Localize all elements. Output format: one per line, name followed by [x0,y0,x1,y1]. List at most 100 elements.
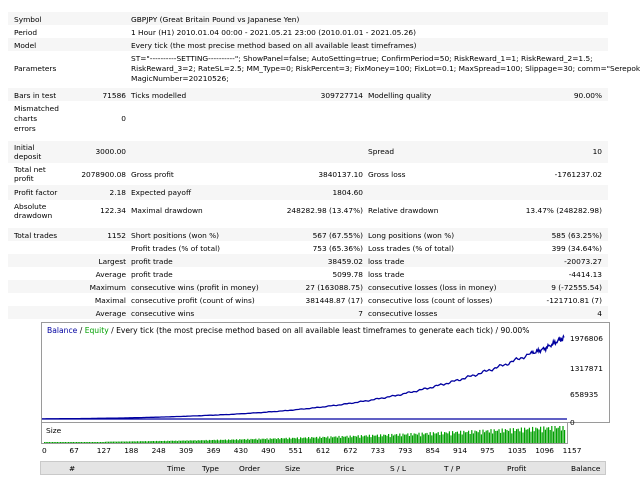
avg-consec-losses-label: consecutive losses [368,309,438,318]
size-bar [287,439,289,443]
size-bar [495,431,497,443]
size-bar [557,427,559,443]
col-price[interactable]: Price [336,464,355,473]
largest-loss-value: -20073.27 [564,257,602,266]
size-bar [304,437,306,443]
average2-label: Average [95,309,126,318]
col-profit[interactable]: Profit [507,464,527,473]
size-bar [71,442,73,443]
size-bar [295,438,297,443]
x-tick: 127 [96,446,111,455]
col-order[interactable]: Order [239,464,261,473]
size-bar [541,432,543,443]
size-bar [389,437,391,443]
size-bar [517,428,519,443]
size-bar [122,441,124,443]
size-bar [125,441,127,443]
size-bar [280,438,282,443]
quality-label: Modelling quality [368,91,432,100]
size-bar [87,442,89,443]
size-bar [196,440,198,443]
size-bar [266,438,268,443]
size-bar [429,432,431,443]
col-size[interactable]: Size [285,464,301,473]
col-type[interactable]: Type [202,464,219,473]
size-bar [314,437,316,443]
x-tick: 975 [480,446,495,455]
largest-loss-label: loss trade [368,257,405,266]
size-bar [460,430,462,443]
size-bar [522,432,524,443]
size-bar [60,442,62,443]
size-bar [452,431,454,443]
size-bar [144,441,146,443]
grossprofit-label: Gross profit [131,170,174,179]
size-bar [532,426,534,443]
size-bar [157,441,159,443]
average-loss-label: loss trade [368,270,405,279]
x-tick: 369 [206,446,221,455]
size-bar [130,441,132,443]
loss-trades-value: 399 (34.64%) [551,244,602,253]
size-bar [285,437,287,443]
size-bar [400,436,402,443]
col-sl[interactable]: S / L [390,464,406,473]
spread-label: Spread [368,147,395,156]
maximal-label: Maximal [94,296,126,305]
size-bar [221,439,223,443]
size-bar [218,440,220,443]
size-bar [106,441,108,443]
deposit-label-2: deposit [14,152,42,161]
size-bar [404,434,406,443]
size-bar [212,440,214,443]
size-panel: Size [41,423,568,444]
size-bar [319,436,321,443]
size-bar [173,440,175,443]
size-bar [492,433,494,443]
size-bar [546,427,548,443]
x-tick: 188 [124,446,139,455]
col-time[interactable]: Time [167,464,186,473]
size-bar [386,435,388,443]
size-bar [388,434,390,443]
x-tick: 0 [42,446,47,455]
netprofit-label-1: Total net [14,165,46,174]
mismatch-value: 0 [121,114,126,123]
size-bar [162,441,164,443]
size-bar [260,439,262,443]
max-consec-losses-label: consecutive losses (loss in money) [368,283,497,292]
size-bar [186,440,188,443]
size-bar [154,441,156,443]
size-bar [202,440,204,443]
size-bar [362,436,364,443]
size-bar [378,436,380,443]
size-bar [223,439,225,443]
size-bar [63,442,65,443]
col-number[interactable]: # [69,464,76,473]
size-bar [442,434,444,443]
y-axis: 1976806 1317871 658935 0 [566,322,606,444]
x-tick: 67 [69,446,79,455]
size-bar [100,442,102,443]
max-consec-wins-value: 27 (163088.75) [305,283,364,292]
size-bar [544,429,546,443]
model-label: Model [14,41,37,50]
average-profit-label: profit trade [131,270,173,279]
size-bar [474,430,476,443]
size-bar [264,439,266,443]
size-bar [207,440,209,443]
size-bar [90,442,92,443]
bars-label: Bars in test [14,91,57,100]
size-bar [445,432,447,443]
col-tp[interactable]: T / P [444,464,461,473]
size-bar [493,429,495,443]
size-bar [255,438,257,443]
size-bar [485,430,487,443]
col-balance[interactable]: Balance [571,464,601,473]
size-bar [180,440,182,443]
size-bar [47,442,49,443]
size-bar [213,439,215,443]
absdd-label-1: Absolute [14,202,47,211]
size-bar [247,438,249,443]
size-bar [77,442,79,443]
